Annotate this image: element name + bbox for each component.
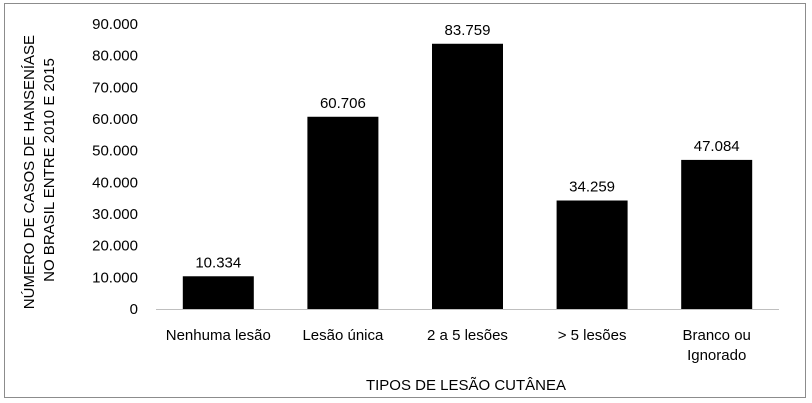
x-category-label: Lesão única xyxy=(302,327,384,344)
x-category-label-line: Nenhuma lesão xyxy=(166,327,271,344)
y-axis-title: NÚMERO DE CASOS DE HANSENÍASE NO BRASIL … xyxy=(21,31,58,309)
y-tick-label: 40.000 xyxy=(92,174,138,191)
bar-value-label: 83.759 xyxy=(445,22,491,39)
y-axis-title-line-2: NO BRASIL ENTRE 2010 E 2015 xyxy=(41,58,58,282)
x-axis-category-labels: Nenhuma lesão Lesão única 2 a 5 lesões > 5 … xyxy=(166,327,751,364)
y-tick-label: 30.000 xyxy=(92,206,138,223)
bar-value-label: 10.334 xyxy=(195,254,241,271)
x-axis-title: TIPOS DE LESÃO CUTÂNEA xyxy=(366,377,566,394)
x-category-label: Branco ou Ignorado xyxy=(683,327,751,364)
y-tick-label: 50.000 xyxy=(92,143,138,160)
y-tick-label: 80.000 xyxy=(92,48,138,65)
bar-value-label: 60.706 xyxy=(320,95,366,112)
y-tick-label: 60.000 xyxy=(92,111,138,128)
x-category-label-line: > 5 lesões xyxy=(558,327,627,344)
y-tick-label: 20.000 xyxy=(92,238,138,255)
bar xyxy=(182,276,254,309)
bar xyxy=(307,116,379,309)
bar-value-label: 47.084 xyxy=(694,138,740,155)
x-category-label-line: Ignorado xyxy=(687,347,746,364)
bar xyxy=(681,159,753,309)
x-category-label: > 5 lesões xyxy=(558,327,627,344)
y-tick-label: 10.000 xyxy=(92,269,138,286)
x-category-label: Nenhuma lesão xyxy=(166,327,271,344)
bar xyxy=(556,200,628,309)
chart-frame xyxy=(4,3,806,398)
x-category-label-line: 2 a 5 lesões xyxy=(427,327,508,344)
y-tick-label: 0 xyxy=(130,301,138,318)
x-category-label-line: Lesão única xyxy=(302,327,384,344)
bar xyxy=(432,43,503,309)
x-category-label: 2 a 5 lesões xyxy=(427,327,508,344)
y-axis-title-line-1: NÚMERO DE CASOS DE HANSENÍASE xyxy=(21,35,38,309)
y-tick-label: 90.000 xyxy=(92,16,138,33)
x-category-label-line: Branco ou xyxy=(683,327,751,344)
data-labels: 10.334 60.706 83.759 34.259 47.084 xyxy=(195,22,739,272)
y-axis-ticks: 0 10.000 20.000 30.000 40.000 50.000 60.000 70.… xyxy=(92,16,138,318)
bar-value-label: 34.259 xyxy=(569,179,615,196)
bars xyxy=(182,43,753,309)
y-tick-label: 70.000 xyxy=(92,79,138,96)
